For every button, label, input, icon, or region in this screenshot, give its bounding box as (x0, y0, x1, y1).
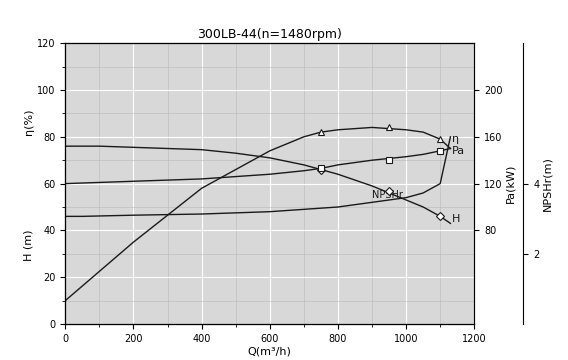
Text: Pa: Pa (452, 146, 465, 156)
Text: H: H (452, 214, 461, 224)
Text: η: η (452, 134, 460, 144)
Text: H (m): H (m) (23, 230, 34, 261)
Title: 300LB-44(n=1480rpm): 300LB-44(n=1480rpm) (197, 28, 343, 41)
Text: η(%): η(%) (23, 109, 34, 135)
Y-axis label: NPSHr(m): NPSHr(m) (542, 156, 552, 211)
Text: NPSHr: NPSHr (372, 190, 403, 200)
Y-axis label: Pa(kW): Pa(kW) (506, 164, 515, 203)
X-axis label: Q(m³/h): Q(m³/h) (248, 346, 292, 356)
